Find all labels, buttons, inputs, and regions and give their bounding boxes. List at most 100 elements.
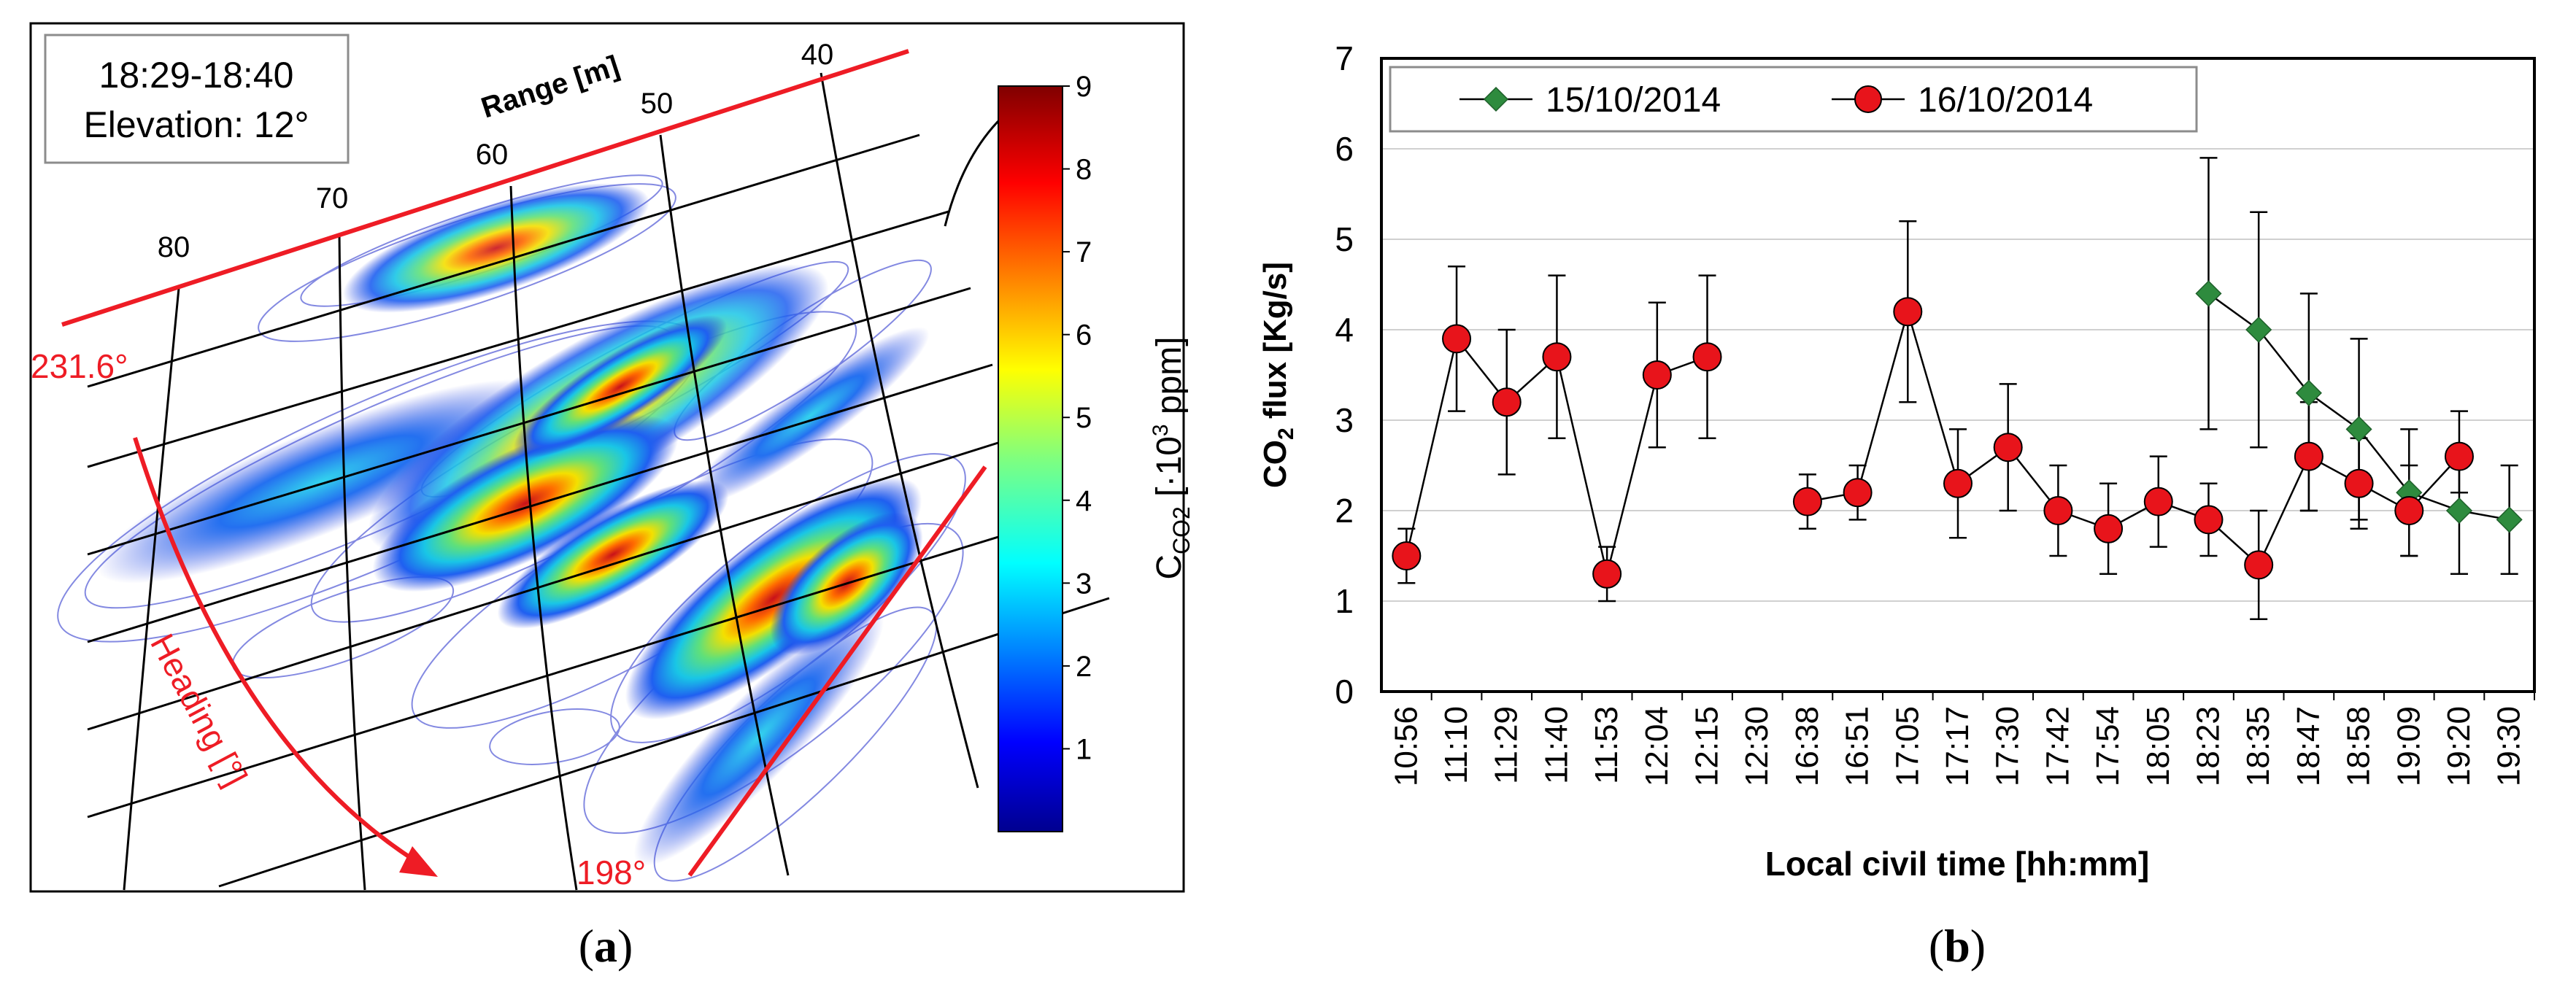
x-tick-label: 11:10 <box>1438 706 1474 784</box>
colorbar-tick-label: 8 <box>1076 154 1092 186</box>
y-tick-label: 1 <box>1335 582 1354 620</box>
data-point-series-2 <box>1843 478 1873 508</box>
heading-boundaries <box>61 49 987 877</box>
y-tick-labels: 0 1 2 3 4 5 6 7 <box>1335 39 1354 711</box>
data-point-series-1 <box>2445 497 2473 525</box>
x-tick-label: 12:04 <box>1639 706 1675 786</box>
x-tick-label: 19:30 <box>2491 706 2527 786</box>
x-tick-label: 19:09 <box>2391 706 2426 786</box>
range-tick-70: 70 <box>316 182 349 214</box>
y-tick-label: 7 <box>1335 39 1354 77</box>
x-tick-label: 11:29 <box>1489 706 1524 784</box>
x-tick-label: 17:05 <box>1889 706 1925 786</box>
legend-marker-series-1 <box>1483 86 1509 112</box>
colorbar-tick-label: 7 <box>1076 236 1092 268</box>
data-point-series-2 <box>2294 441 2324 471</box>
x-tick-label: 18:58 <box>2341 706 2377 786</box>
colorbar-tick-label: 3 <box>1076 568 1092 600</box>
x-tick-label: 18:47 <box>2291 706 2326 786</box>
data-point-series-2 <box>2143 487 2173 516</box>
x-tick-label: 17:30 <box>1990 706 2026 786</box>
error-bars <box>1397 157 2518 621</box>
data-point-series-2 <box>1642 360 1672 390</box>
y-tick-label: 5 <box>1335 220 1354 258</box>
polar-grid <box>87 72 1110 891</box>
x-tick-label: 18:05 <box>2140 706 2176 786</box>
y-tick-label: 3 <box>1335 401 1354 439</box>
data-point-series-2 <box>1943 468 1973 498</box>
x-tick-label: 12:30 <box>1739 706 1775 786</box>
x-tick-label: 18:23 <box>2190 706 2226 786</box>
range-tick-80: 80 <box>158 231 190 263</box>
data-point-series-2 <box>1442 324 1472 354</box>
data-point-series-2 <box>1392 541 1422 570</box>
data-point-series-1 <box>2245 316 2272 344</box>
legend-label-series-2: 16/10/2014 <box>1918 81 2093 120</box>
y-tick-label: 0 <box>1335 673 1354 711</box>
y-axis-title: CO2 flux [Kg/s] <box>1257 262 1298 488</box>
x-tick-labels: 10:56 11:10 11:29 11:40 11:53 12:04 12:15 12:30… <box>1388 692 2535 786</box>
x-axis-title: Local civil time [hh:mm] <box>1765 845 2150 883</box>
panel-a-caption: (a) <box>579 920 633 972</box>
data-point-series-2 <box>1592 559 1622 589</box>
data-point-series-2 <box>2394 496 2424 525</box>
x-tick-label: 11:40 <box>1538 706 1574 784</box>
data-point-series-2 <box>2094 514 2124 543</box>
data-point-series-1 <box>2195 280 2222 307</box>
colorbar <box>998 85 1063 832</box>
range-tick-40: 40 <box>801 39 834 71</box>
panel-b-caption: (b) <box>1929 920 1986 972</box>
info-box <box>44 34 350 164</box>
data-point-series-2 <box>1792 487 1822 516</box>
heading-start-label: 231.6° <box>31 347 128 385</box>
colorbar-ticks: 9 8 7 6 5 4 3 2 1 <box>1063 71 1092 765</box>
time-window-label: 18:29-18:40 <box>99 55 294 96</box>
data-point-series-2 <box>2194 505 2224 535</box>
data-point-series-1 <box>2345 416 2372 443</box>
x-tick-label: 10:56 <box>1388 706 1424 786</box>
range-tick-50: 50 <box>641 88 674 120</box>
series-markers <box>1392 280 2523 589</box>
colorbar-tick-label: 5 <box>1076 402 1092 434</box>
data-point-series-2 <box>1692 342 1722 372</box>
x-tick-label: 12:15 <box>1689 706 1725 786</box>
data-point-series-2 <box>2043 496 2073 525</box>
colorbar-title: CCO2 [·103 ppm] <box>1149 336 1195 579</box>
x-tick-label: 16:38 <box>1789 706 1825 786</box>
colorbar-tick-label: 1 <box>1076 733 1092 765</box>
data-point-series-2 <box>1492 387 1522 417</box>
data-point-series-1 <box>2496 506 2523 533</box>
x-tick-label: 17:17 <box>1940 706 1975 786</box>
data-point-series-2 <box>2344 468 2374 498</box>
x-tick-label: 11:53 <box>1589 706 1624 784</box>
x-tick-label: 18:35 <box>2240 706 2276 786</box>
y-tick-label: 6 <box>1335 130 1354 168</box>
colorbar-tick-label: 4 <box>1076 485 1092 517</box>
colorbar-tick-label: 6 <box>1076 320 1092 352</box>
x-tick-label: 16:51 <box>1840 706 1875 786</box>
x-tick-label: 17:54 <box>2090 706 2126 786</box>
data-point-series-2 <box>2244 550 2274 580</box>
x-tick-label: 19:20 <box>2441 706 2477 786</box>
data-point-series-1 <box>2295 379 2322 406</box>
data-point-series-2 <box>2444 441 2474 471</box>
colorbar-tick-label: 2 <box>1076 651 1092 683</box>
elevation-label: Elevation: 12° <box>83 104 309 145</box>
data-point-series-2 <box>1542 342 1572 372</box>
panel-a-contour-map: 18:29-18:40 Elevation: 12° Range [m] 80 … <box>29 22 1195 972</box>
y-tick-label: 4 <box>1335 311 1354 349</box>
x-tick-label: 17:42 <box>2040 706 2075 786</box>
data-point-series-2 <box>1993 433 2023 462</box>
plot-frame <box>1380 57 2536 693</box>
legend-marker-series-2 <box>1854 85 1882 113</box>
heading-arrowhead <box>399 846 438 877</box>
legend-label-series-1: 15/10/2014 <box>1546 81 1721 120</box>
y-tick-label: 2 <box>1335 492 1354 530</box>
y-gridlines <box>1381 148 2534 602</box>
data-point-series-2 <box>1893 297 1923 327</box>
colorbar-tick-label: 9 <box>1076 71 1092 103</box>
range-tick-60: 60 <box>476 139 509 171</box>
heading-end-label: 198° <box>576 854 646 891</box>
